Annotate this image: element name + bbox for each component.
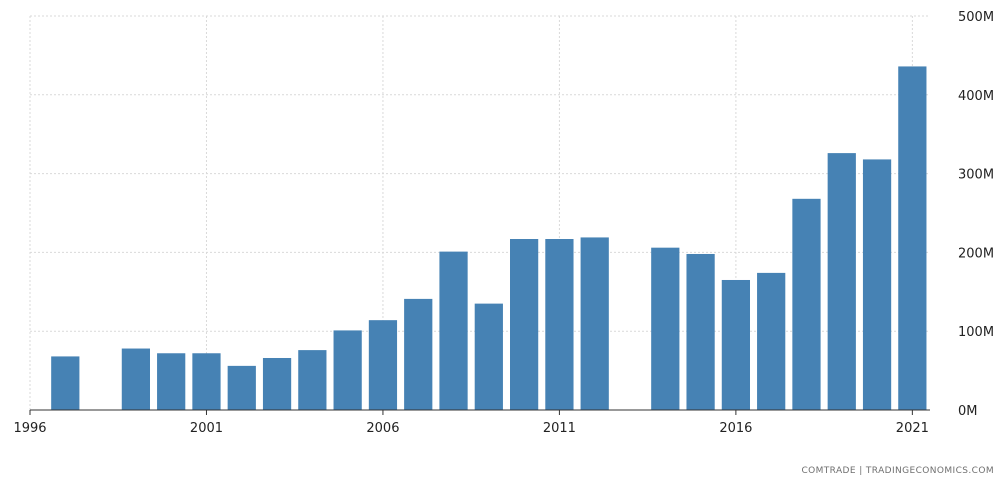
bar-2016 [721,279,750,410]
bar-2015 [686,253,715,410]
bar-2007 [404,298,433,410]
bar-2014 [651,247,680,410]
x-tick-label: 2001 [190,421,223,436]
bars [51,66,927,410]
x-axis-ticks: 1996 2001 2006 2011 2016 2021 [13,410,929,436]
bar-2004 [298,350,327,410]
y-axis-ticks: 0M 100M 200M 300M 400M 500M [958,10,994,419]
y-tick-label: 400M [958,89,994,104]
bar-2010 [510,239,539,410]
y-tick-label: 200M [958,246,994,261]
bar-2001 [192,353,221,410]
x-tick-label: 2021 [896,421,929,436]
bar-2012 [580,237,609,410]
bar-2002 [227,365,256,410]
bar-2011 [545,239,574,410]
source-label: COMTRADE | TRADINGECONOMICS.COM [801,466,994,476]
y-tick-label: 0M [958,404,978,419]
bar-2017 [757,272,786,410]
bar-2018 [792,198,821,410]
bar-1997 [51,356,80,410]
bar-2005 [333,330,362,410]
x-tick-label: 1996 [13,421,46,436]
y-tick-label: 500M [958,10,994,25]
bar-1999 [121,348,150,410]
bar-2020 [862,159,892,410]
y-tick-label: 300M [958,168,994,183]
bar-2021 [898,66,927,410]
bar-2000 [157,353,186,410]
x-tick-label: 2011 [543,421,576,436]
y-tick-label: 100M [958,325,994,340]
bar-2006 [368,320,398,410]
x-tick-label: 2016 [719,421,752,436]
bar-2019 [827,153,856,410]
bar-2008 [439,251,468,410]
x-tick-label: 2006 [366,421,399,436]
bar-2009 [474,303,503,410]
bar-2003 [262,357,292,410]
